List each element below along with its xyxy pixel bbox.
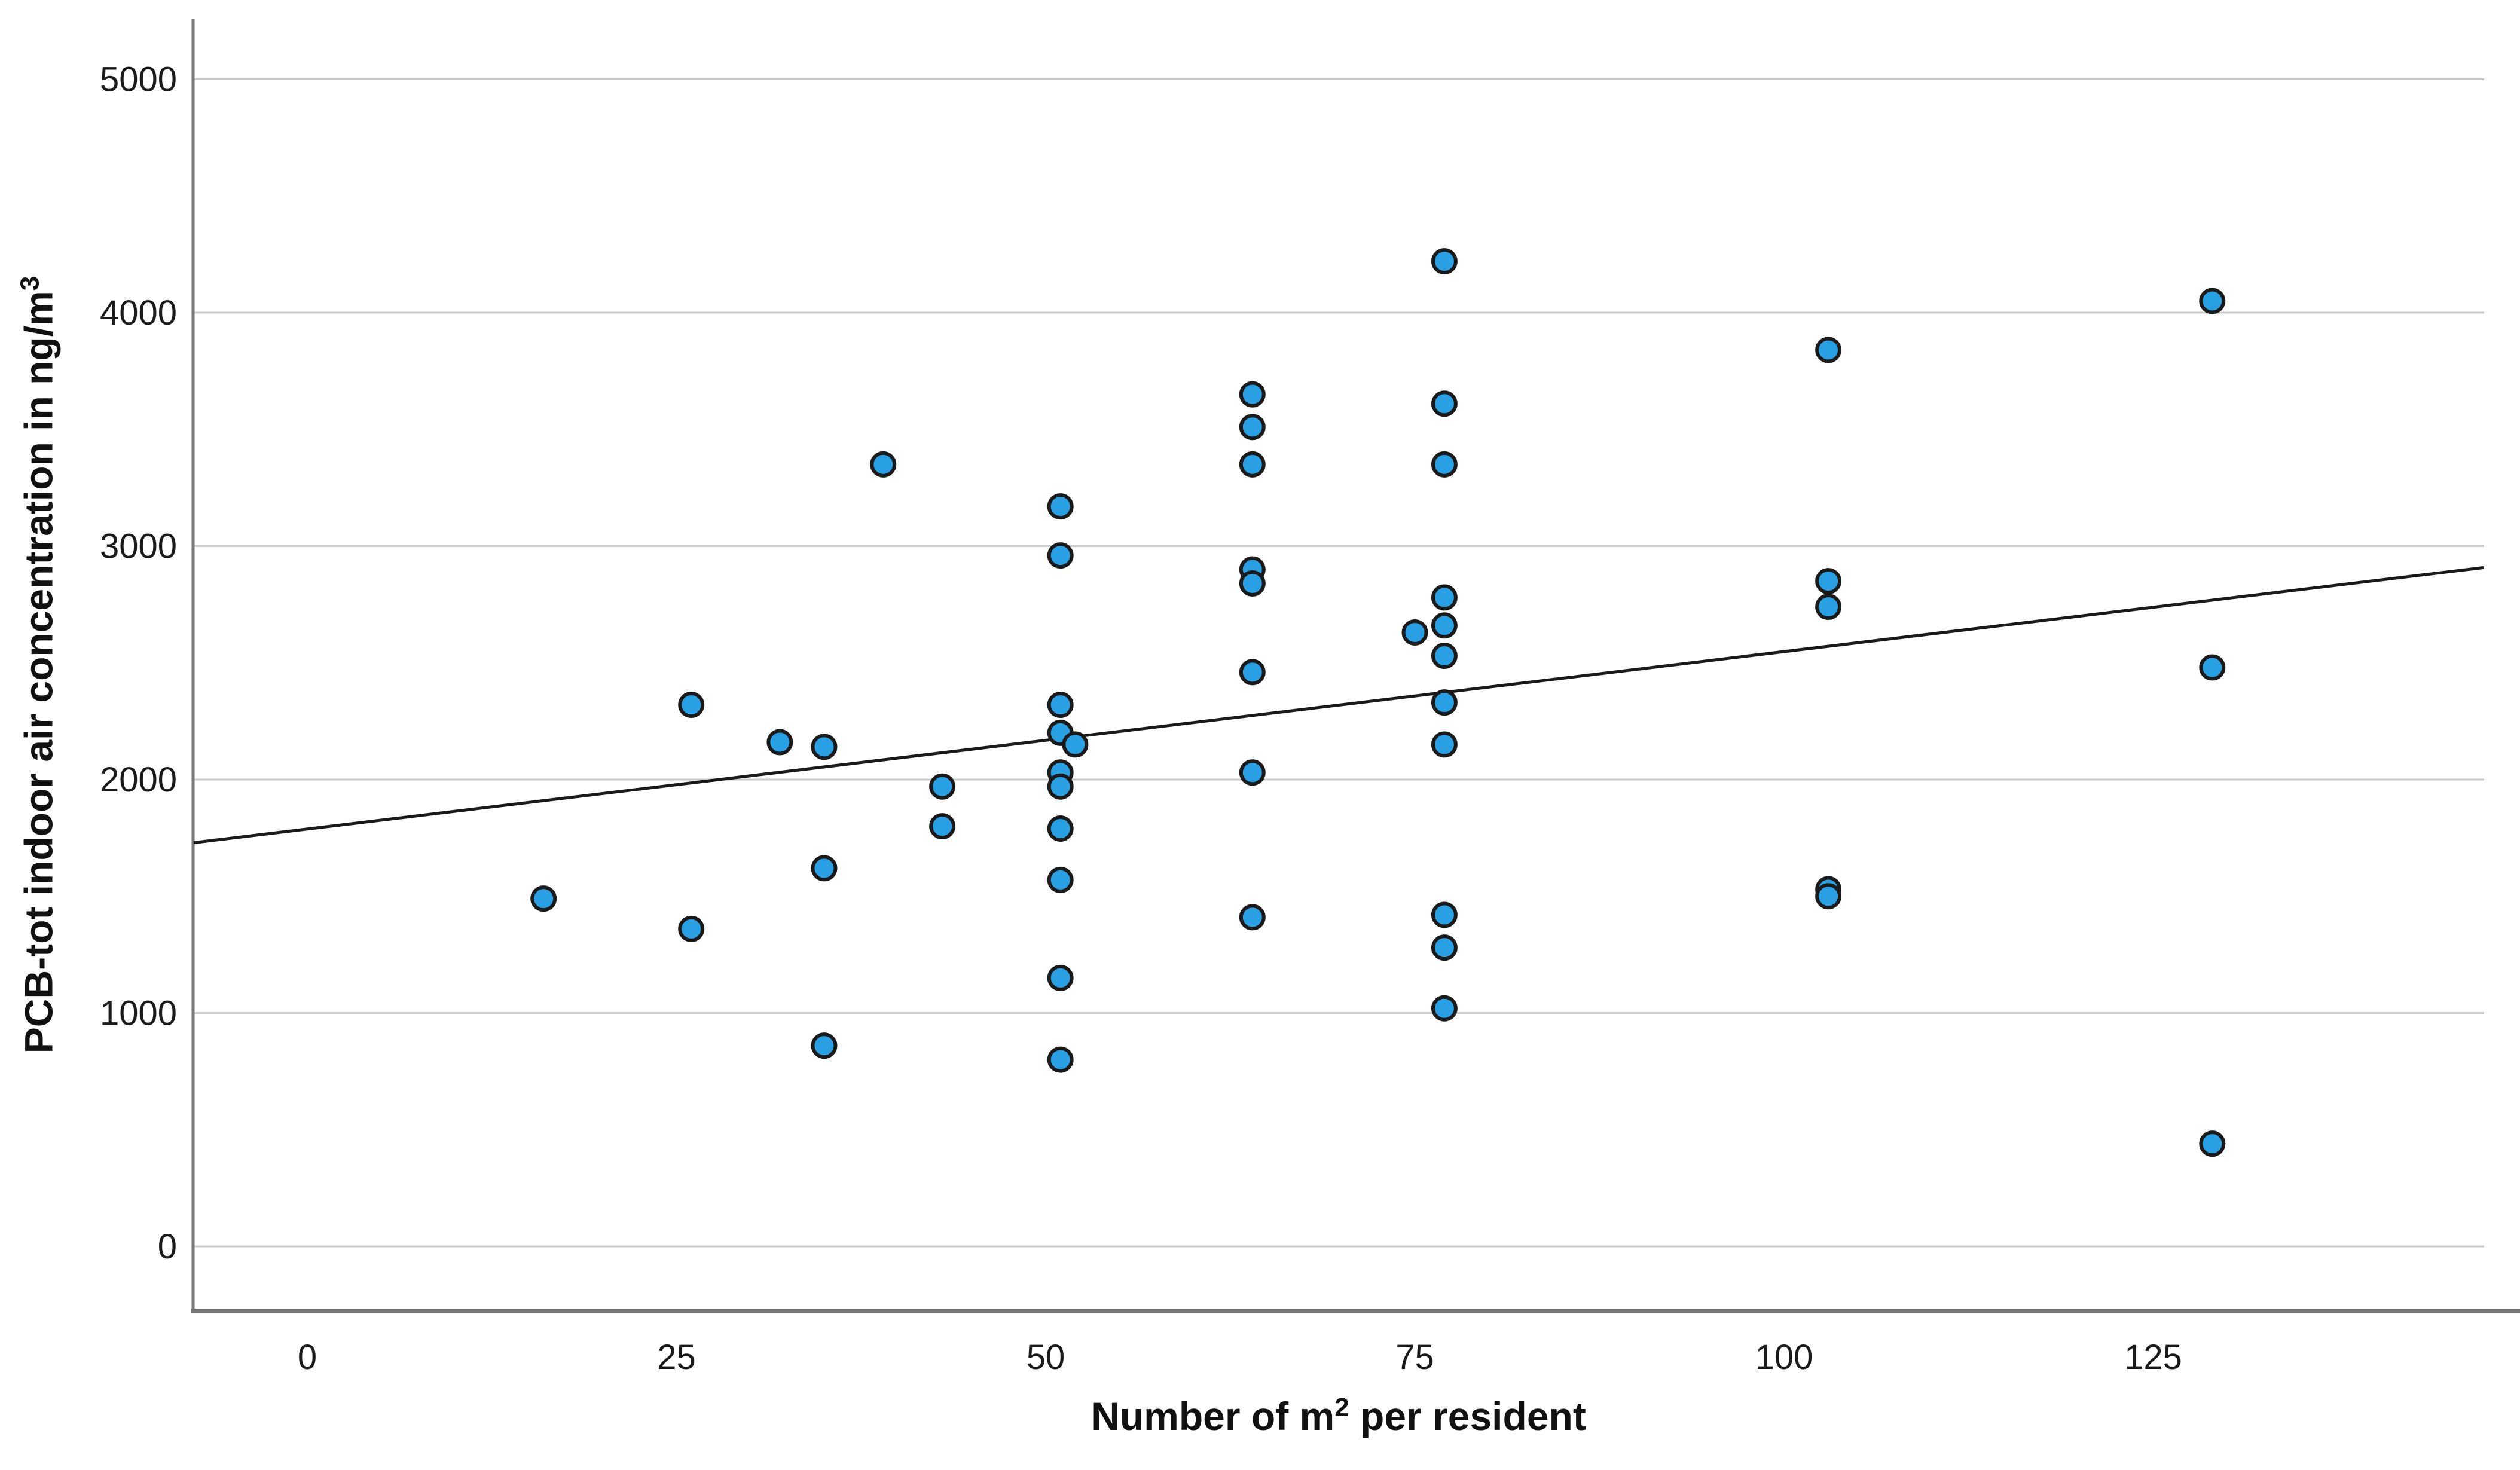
x-axis-title-superscript: 2 [1334, 1393, 1349, 1422]
y-tick-label-1000: 1000 [100, 994, 177, 1033]
data-point-28[interactable] [1239, 904, 1266, 931]
data-point-29[interactable] [1401, 619, 1428, 646]
data-point-10[interactable] [1047, 493, 1074, 520]
y-tick-label-4000: 4000 [100, 294, 177, 332]
data-point-34[interactable] [1431, 612, 1458, 639]
data-point-30[interactable] [1431, 248, 1458, 275]
data-point-9[interactable] [929, 813, 956, 840]
data-point-21[interactable] [1239, 381, 1266, 408]
data-point-6[interactable] [811, 1032, 838, 1059]
data-point-40[interactable] [1431, 995, 1458, 1022]
data-point-41[interactable] [1815, 337, 1842, 363]
y-tick-label-5000: 5000 [100, 60, 177, 99]
data-point-46[interactable] [2199, 288, 2226, 314]
data-point-43[interactable] [1815, 594, 1842, 621]
data-point-8[interactable] [929, 773, 956, 800]
data-point-3[interactable] [766, 729, 793, 756]
data-point-45[interactable] [1815, 883, 1842, 910]
x-tick-label-125: 125 [2124, 1338, 2182, 1377]
data-point-42[interactable] [1815, 568, 1842, 595]
data-point-0[interactable] [530, 885, 557, 912]
y-tick-label-2000: 2000 [100, 760, 177, 799]
data-point-18[interactable] [1047, 866, 1074, 893]
data-point-7[interactable] [870, 451, 897, 478]
x-axis-title-text: Number of m [1091, 1394, 1335, 1438]
x-tick-label-75: 75 [1395, 1338, 1434, 1377]
data-point-39[interactable] [1431, 934, 1458, 961]
data-point-33[interactable] [1431, 584, 1458, 611]
data-point-16[interactable] [1047, 773, 1074, 800]
data-point-22[interactable] [1239, 414, 1266, 441]
trend-line [193, 566, 2485, 845]
x-tick-label-25: 25 [657, 1338, 696, 1377]
data-point-27[interactable] [1239, 759, 1266, 786]
data-point-1[interactable] [678, 692, 705, 719]
data-point-47[interactable] [2199, 654, 2226, 681]
data-point-32[interactable] [1431, 451, 1458, 478]
y-axis-title: PCB-tot indoor air concentration in ng/m… [16, 276, 62, 1053]
y-axis-title-superscript: 3 [15, 276, 45, 291]
data-point-26[interactable] [1239, 659, 1266, 686]
x-tick-label-0: 0 [298, 1338, 317, 1377]
data-point-5[interactable] [811, 855, 838, 882]
x-tick-label-100: 100 [1755, 1338, 1813, 1377]
data-point-23[interactable] [1239, 451, 1266, 478]
data-point-19[interactable] [1047, 964, 1074, 991]
data-point-12[interactable] [1047, 692, 1074, 719]
data-point-14[interactable] [1062, 731, 1089, 758]
y-tick-label-3000: 3000 [100, 527, 177, 566]
y-tick-label-0: 0 [158, 1227, 177, 1266]
data-point-37[interactable] [1431, 731, 1458, 758]
data-point-35[interactable] [1431, 643, 1458, 670]
y-axis-title-text: PCB-tot indoor air concentration in ng/m [16, 291, 61, 1054]
data-point-4[interactable] [811, 734, 838, 760]
data-point-17[interactable] [1047, 815, 1074, 842]
data-point-11[interactable] [1047, 542, 1074, 569]
data-point-2[interactable] [678, 915, 705, 942]
data-point-25[interactable] [1239, 570, 1266, 597]
data-point-31[interactable] [1431, 390, 1458, 417]
data-point-20[interactable] [1047, 1046, 1074, 1073]
x-axis-title: Number of m2 per resident [1091, 1393, 1586, 1439]
x-axis-title-text-2: per resident [1349, 1394, 1586, 1438]
data-point-48[interactable] [2199, 1130, 2226, 1157]
data-point-36[interactable] [1431, 689, 1458, 716]
x-tick-label-50: 50 [1027, 1338, 1065, 1377]
data-point-38[interactable] [1431, 901, 1458, 928]
